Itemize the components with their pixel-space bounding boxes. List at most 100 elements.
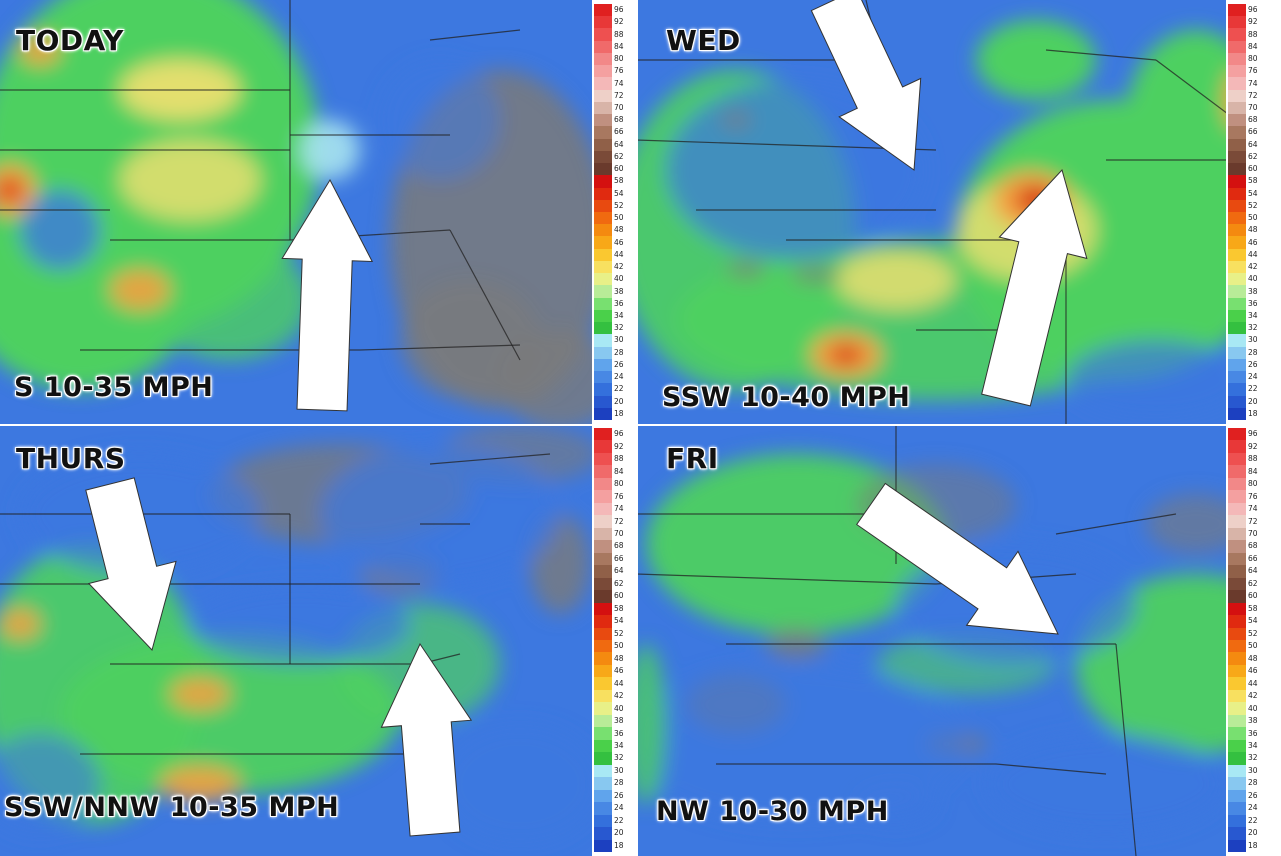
color-scale-swatch	[594, 150, 612, 164]
gust-contour	[440, 724, 600, 844]
color-scale-tick: 88	[1248, 454, 1258, 464]
wind-direction-arrow-icon	[810, 0, 922, 171]
color-scale-swatch	[594, 65, 612, 78]
color-scale-swatch	[594, 428, 612, 441]
color-scale-swatch	[1228, 52, 1246, 66]
color-scale-swatch	[594, 4, 612, 17]
color-scale-tick: 42	[1248, 691, 1258, 701]
color-scale-tick: 50	[1248, 213, 1258, 223]
color-scale-swatch	[594, 114, 612, 127]
color-scale-swatch	[1228, 334, 1246, 348]
color-scale-swatch	[1228, 407, 1246, 421]
state-border	[429, 29, 521, 41]
color-scale-tick: 66	[614, 127, 624, 137]
gust-contour	[726, 262, 766, 278]
wind-speed-label: NW 10-30 MPH	[656, 796, 889, 827]
color-scale-swatch	[1228, 248, 1246, 262]
color-scale-tick: 74	[1248, 78, 1258, 88]
color-scale-swatch	[594, 627, 612, 641]
color-scale-tick: 88	[614, 454, 624, 464]
state-border	[995, 763, 1107, 775]
color-scale-tick: 26	[614, 359, 624, 369]
gust-contour	[160, 766, 240, 802]
gust-contour	[150, 240, 310, 360]
color-scale-tick: 28	[1248, 778, 1258, 788]
color-scale-swatch	[1228, 101, 1246, 115]
color-scale-swatch	[1228, 212, 1246, 225]
color-scale-tick: 76	[614, 491, 624, 501]
color-scale-swatch	[1228, 689, 1246, 703]
color-scale-swatch	[594, 552, 612, 566]
color-scale-tick: 72	[1248, 90, 1258, 100]
color-scale-tick: 74	[1248, 504, 1258, 514]
color-scale-tick: 92	[614, 441, 624, 451]
color-scale-tick: 20	[1248, 828, 1258, 838]
color-scale-tick: 30	[614, 765, 624, 775]
color-scale-swatch	[1228, 802, 1246, 816]
color-scale-tick: 18	[1248, 840, 1258, 850]
color-scale-swatch	[594, 175, 612, 189]
color-scale-tick: 36	[614, 298, 624, 308]
color-scale-tick: 22	[1248, 815, 1258, 825]
color-scale-tick: 18	[614, 840, 624, 850]
color-scale-tick: 34	[614, 741, 624, 750]
color-scale-tick: 26	[1248, 359, 1258, 369]
map-panel-thurs: THURS SSW/NNW 10-35 MPH 96 92 88 84 80 76 74 72 70…	[0, 424, 636, 856]
color-scale-swatch	[594, 236, 612, 250]
color-scale-tick: 92	[614, 17, 624, 27]
color-scale-tick: 62	[1248, 151, 1258, 161]
color-scale-tick: 36	[1248, 298, 1258, 308]
color-scale-tick: 48	[614, 653, 624, 663]
color-scale-swatch	[1228, 4, 1246, 17]
gust-contour	[500, 330, 620, 424]
color-scale-swatch	[594, 590, 612, 604]
wind-direction-arrow-icon	[281, 178, 374, 412]
color-scale-tick: 74	[614, 504, 624, 514]
color-scale-swatch	[1228, 739, 1246, 753]
color-scale-tick: 80	[614, 479, 624, 489]
color-scale-tick: 18	[1248, 408, 1258, 418]
color-scale-swatch	[1228, 236, 1246, 250]
color-scale-swatch	[1228, 515, 1246, 529]
color-scale-tick: 44	[1248, 249, 1258, 259]
color-scale-swatch	[1228, 395, 1246, 409]
color-scale-swatch	[1228, 627, 1246, 641]
color-scale-tick: 26	[1248, 790, 1258, 800]
color-scale-swatch	[1228, 752, 1246, 766]
color-scale-tick: 50	[1248, 641, 1258, 651]
state-border	[1115, 643, 1137, 856]
color-scale-swatch	[1228, 65, 1246, 78]
color-scale-tick: 44	[1248, 678, 1258, 688]
color-scale-swatch	[1228, 16, 1246, 29]
color-scale-swatch	[594, 515, 612, 529]
color-scale-swatch	[594, 490, 612, 504]
color-scale-tick: 52	[1248, 200, 1258, 210]
color-scale-tick: 58	[614, 176, 624, 186]
color-scale-tick: 46	[614, 666, 624, 676]
wind-direction-arrow-icon	[85, 477, 177, 651]
color-scale-swatch	[1228, 577, 1246, 591]
color-scale-tick: 40	[1248, 274, 1258, 284]
gust-contour	[120, 140, 260, 220]
color-scale-swatch	[594, 248, 612, 262]
color-scale-tick: 40	[1248, 703, 1258, 713]
gust-contour	[856, 784, 936, 824]
color-scale-tick: 48	[614, 225, 624, 235]
color-scale-swatch	[594, 52, 612, 66]
color-scale-swatch	[594, 502, 612, 516]
state-border	[1045, 49, 1157, 61]
color-scale-tick: 58	[614, 603, 624, 613]
color-scale-tick: 88	[614, 29, 624, 39]
color-scale-tick: 36	[1248, 728, 1258, 738]
color-scale-tick: 70	[614, 103, 624, 112]
color-scale-tick: 30	[1248, 335, 1258, 345]
gust-contour	[20, 190, 100, 270]
gust-contour	[836, 250, 956, 310]
color-scale-swatch	[1228, 552, 1246, 566]
color-scale-tick: 80	[1248, 479, 1258, 489]
color-scale-swatch	[594, 28, 612, 42]
gust-contour	[791, 267, 841, 283]
color-scale-tick: 74	[614, 78, 624, 88]
color-scale-swatch	[594, 702, 612, 716]
color-scale-tick: 66	[1248, 127, 1258, 137]
